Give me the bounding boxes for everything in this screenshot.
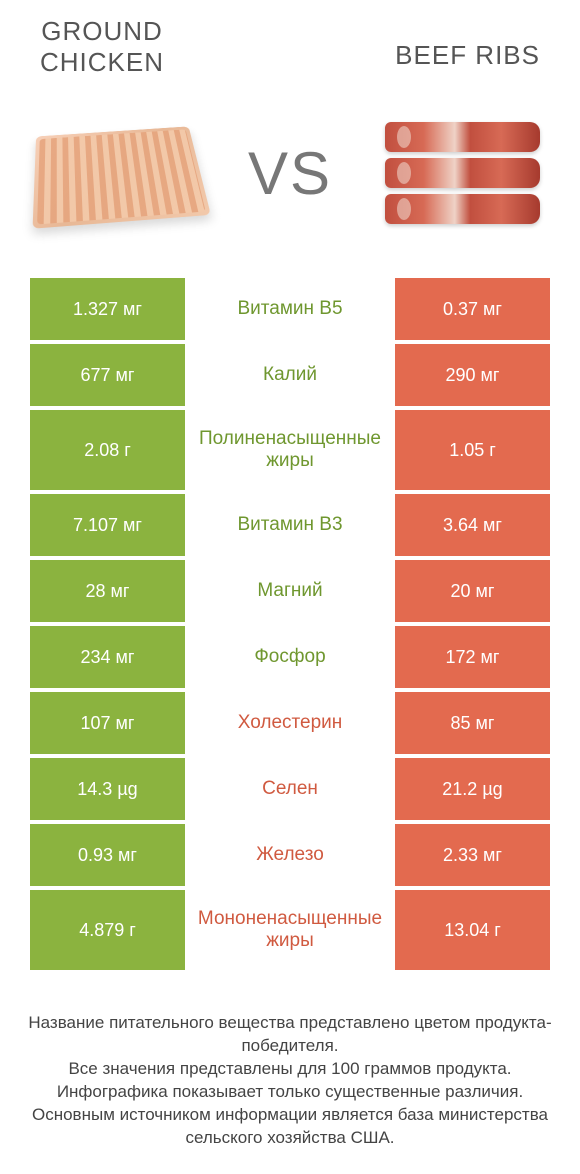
value-right: 2.33 мг bbox=[395, 824, 550, 886]
table-row: 28 мгМагний20 мг bbox=[30, 560, 550, 622]
value-left: 2.08 г bbox=[30, 410, 185, 490]
value-right: 290 мг bbox=[395, 344, 550, 406]
value-left: 4.879 г bbox=[30, 890, 185, 970]
value-left: 107 мг bbox=[30, 692, 185, 754]
value-right: 85 мг bbox=[395, 692, 550, 754]
footer-line-3: Инфографика показывает только существенн… bbox=[20, 1081, 560, 1104]
table-row: 677 мгКалий290 мг bbox=[30, 344, 550, 406]
value-right: 1.05 г bbox=[395, 410, 550, 490]
value-left: 677 мг bbox=[30, 344, 185, 406]
value-right: 20 мг bbox=[395, 560, 550, 622]
value-left: 0.93 мг bbox=[30, 824, 185, 886]
footer-line-1: Название питательного вещества представл… bbox=[20, 1012, 560, 1058]
nutrient-label: Мононенасыщенные жиры bbox=[185, 890, 395, 970]
table-row: 1.327 мгВитамин B50.37 мг bbox=[30, 278, 550, 340]
ribs-icon bbox=[385, 122, 540, 224]
value-right: 13.04 г bbox=[395, 890, 550, 970]
value-right: 3.64 мг bbox=[395, 494, 550, 556]
nutrient-label: Селен bbox=[185, 758, 395, 820]
value-right: 0.37 мг bbox=[395, 278, 550, 340]
table-row: 4.879 гМононенасыщенные жиры13.04 г bbox=[30, 890, 550, 970]
table-row: 2.08 гПолиненасыщенные жиры1.05 г bbox=[30, 410, 550, 490]
footer-line-2: Все значения представлены для 100 граммо… bbox=[20, 1058, 560, 1081]
header-left-title: GROUND CHICKEN bbox=[40, 16, 164, 78]
comparison-table: 1.327 мгВитамин B50.37 мг677 мгКалий290 … bbox=[0, 278, 580, 970]
nutrient-label: Фосфор bbox=[185, 626, 395, 688]
nutrient-label: Витамин B3 bbox=[185, 494, 395, 556]
table-row: 107 мгХолестерин85 мг bbox=[30, 692, 550, 754]
value-right: 21.2 µg bbox=[395, 758, 550, 820]
product-left-name-line2: CHICKEN bbox=[40, 47, 164, 78]
footer-line-4: Основным источником информации является … bbox=[20, 1104, 560, 1150]
value-left: 234 мг bbox=[30, 626, 185, 688]
nutrient-label: Железо bbox=[185, 824, 395, 886]
chicken-tray-icon bbox=[33, 126, 211, 228]
table-row: 0.93 мгЖелезо2.33 мг bbox=[30, 824, 550, 886]
nutrient-label: Магний bbox=[185, 560, 395, 622]
value-right: 172 мг bbox=[395, 626, 550, 688]
ground-chicken-image bbox=[30, 103, 205, 243]
footer-notes: Название питательного вещества представл… bbox=[0, 974, 580, 1150]
vs-row: VS bbox=[0, 78, 580, 278]
vs-label: VS bbox=[248, 139, 332, 208]
header-right-title: BEEF RIBS bbox=[395, 16, 540, 78]
value-left: 1.327 мг bbox=[30, 278, 185, 340]
value-left: 14.3 µg bbox=[30, 758, 185, 820]
table-row: 14.3 µgСелен21.2 µg bbox=[30, 758, 550, 820]
header: GROUND CHICKEN BEEF RIBS bbox=[0, 0, 580, 78]
value-left: 28 мг bbox=[30, 560, 185, 622]
nutrient-label: Калий bbox=[185, 344, 395, 406]
table-row: 7.107 мгВитамин B33.64 мг bbox=[30, 494, 550, 556]
beef-ribs-image bbox=[375, 103, 550, 243]
nutrient-label: Витамин B5 bbox=[185, 278, 395, 340]
product-right-name: BEEF RIBS bbox=[395, 40, 540, 71]
value-left: 7.107 мг bbox=[30, 494, 185, 556]
nutrient-label: Холестерин bbox=[185, 692, 395, 754]
nutrient-label: Полиненасыщенные жиры bbox=[185, 410, 395, 490]
table-row: 234 мгФосфор172 мг bbox=[30, 626, 550, 688]
product-left-name-line1: GROUND bbox=[40, 16, 164, 47]
